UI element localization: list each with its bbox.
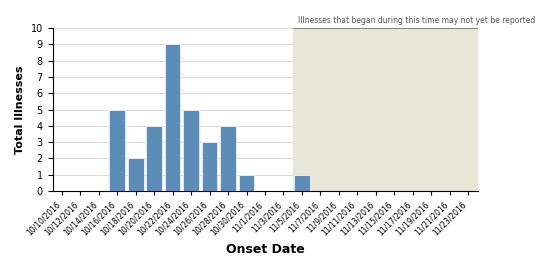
Text: Illnesses that began during this time may not yet be reported: Illnesses that began during this time ma…: [298, 16, 536, 25]
Bar: [183, 109, 199, 191]
Bar: [202, 142, 217, 191]
Bar: [202, 142, 217, 191]
Bar: [183, 109, 199, 191]
Bar: [109, 109, 125, 191]
Bar: [220, 126, 236, 191]
Bar: [294, 175, 310, 191]
Bar: [146, 126, 162, 191]
Bar: [128, 159, 144, 191]
Bar: [109, 109, 125, 191]
Bar: [239, 175, 255, 191]
Bar: [293, 28, 477, 191]
Bar: [294, 175, 310, 191]
Bar: [128, 159, 144, 191]
Bar: [220, 126, 236, 191]
Y-axis label: Total Illnesses: Total Illnesses: [15, 65, 25, 154]
Bar: [146, 126, 162, 191]
X-axis label: Onset Date: Onset Date: [226, 243, 304, 256]
Bar: [165, 44, 180, 191]
Bar: [165, 44, 180, 191]
Bar: [239, 175, 255, 191]
